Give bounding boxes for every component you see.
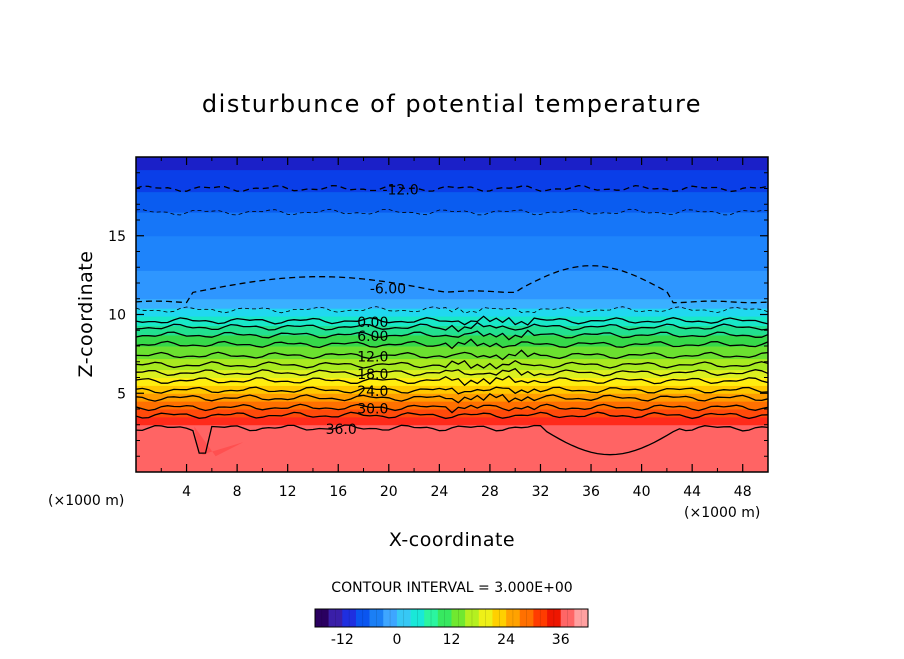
colorbar-swatch	[383, 609, 398, 627]
contour-label: 6.00	[357, 329, 388, 345]
contour-line	[136, 424, 768, 456]
field-band	[136, 400, 768, 410]
x-tick-label: 4	[182, 484, 191, 500]
contour-line	[136, 392, 768, 404]
x-tick-label: 8	[233, 484, 242, 500]
colorbar-swatch	[424, 609, 439, 627]
contour-label: -12.0	[382, 183, 418, 199]
y-tick-label: 10	[108, 308, 126, 324]
contour-label: -6.00	[370, 282, 406, 298]
colorbar-swatch	[410, 609, 425, 627]
field-band	[136, 416, 768, 426]
x-tick-label: 12	[279, 484, 297, 500]
colorbar-swatch	[451, 609, 466, 627]
contour-label: 30.0	[357, 401, 388, 417]
colorbar-tick-label: 24	[497, 632, 515, 648]
colorbar-swatch	[355, 609, 370, 627]
field-band	[136, 369, 768, 378]
contour-line	[136, 208, 768, 216]
colorbar-swatch	[396, 609, 411, 627]
field-band	[136, 392, 768, 402]
contour-line	[136, 403, 768, 414]
contour-line	[136, 184, 768, 193]
field-band	[136, 325, 768, 336]
contour-label: 36.0	[326, 422, 357, 438]
y-tick-label: 15	[108, 229, 126, 245]
field-band	[136, 169, 768, 193]
x-axis-label: X-coordinate	[389, 529, 515, 551]
field-band	[136, 269, 768, 300]
colorbar-swatch	[533, 609, 548, 627]
contour-line	[136, 265, 768, 304]
contour-line	[136, 349, 768, 361]
contour-interval-text: CONTOUR INTERVAL = 3.000E+00	[331, 580, 572, 596]
x-tick-label: 44	[683, 484, 701, 500]
colorbar-swatch	[437, 609, 452, 627]
field-band	[136, 345, 768, 360]
contour-label: 0.00	[357, 315, 388, 331]
x-tick-label: 16	[329, 484, 347, 500]
colorbar: -12 0 12 24 36	[314, 608, 589, 648]
colorbar-swatch	[342, 609, 357, 627]
contour-line	[136, 315, 768, 326]
field-band	[136, 157, 768, 171]
field-band	[136, 384, 768, 394]
x-tick-label: 24	[430, 484, 448, 500]
field-band	[136, 235, 768, 271]
colorbar-swatch	[492, 609, 507, 627]
y-unit-label: (×1000 m)	[48, 493, 124, 509]
contour-line	[136, 411, 768, 420]
contour-line	[136, 367, 768, 377]
contour-label: 18.0	[357, 367, 388, 383]
x-tick-label: 48	[734, 484, 752, 500]
colorbar-swatch	[369, 609, 384, 627]
field-band	[136, 424, 768, 472]
colorbar-swatch	[315, 609, 329, 627]
colorbar-swatch	[328, 609, 343, 627]
colorbar-swatch	[465, 609, 480, 627]
field-band	[136, 377, 768, 386]
x-tick-label: 36	[582, 484, 600, 500]
contour-line	[136, 338, 768, 350]
contour-line	[136, 375, 768, 387]
colorbar-frame	[314, 608, 589, 628]
contour-line	[136, 306, 768, 314]
field-band	[136, 358, 768, 371]
y-tick-label: 5	[117, 386, 126, 402]
plot-area	[136, 157, 768, 472]
colorbar-swatch	[506, 609, 521, 627]
colorbar-tick-label: 12	[443, 632, 461, 648]
field-band	[136, 298, 768, 309]
colorbar-swatch	[519, 609, 534, 627]
colorbar-swatch	[560, 609, 575, 627]
colorbar-tick-label: -12	[331, 632, 354, 648]
colorbar-swatch	[547, 609, 561, 627]
contour-line	[136, 359, 768, 370]
x-tick-label: 32	[532, 484, 550, 500]
x-tick-label: 20	[380, 484, 398, 500]
contour-line	[136, 386, 768, 395]
x-tick-label: 40	[633, 484, 651, 500]
field-band	[136, 315, 768, 327]
x-tick-label: 28	[481, 484, 499, 500]
chart-title: disturbunce of potential temperature	[202, 90, 702, 118]
y-axis-label: Z-coordinate	[75, 251, 97, 378]
field-band	[136, 211, 768, 237]
colorbar-tick-label: 36	[552, 632, 570, 648]
field-band	[136, 191, 768, 213]
x-unit-label: (×1000 m)	[684, 505, 760, 521]
contour-label: 12.0	[357, 349, 388, 365]
contour-line	[136, 329, 768, 341]
colorbar-tick-label: 0	[392, 632, 401, 648]
contour-line	[136, 321, 768, 333]
colorbar-swatch	[478, 609, 493, 627]
colorbar-swatch	[574, 609, 589, 627]
